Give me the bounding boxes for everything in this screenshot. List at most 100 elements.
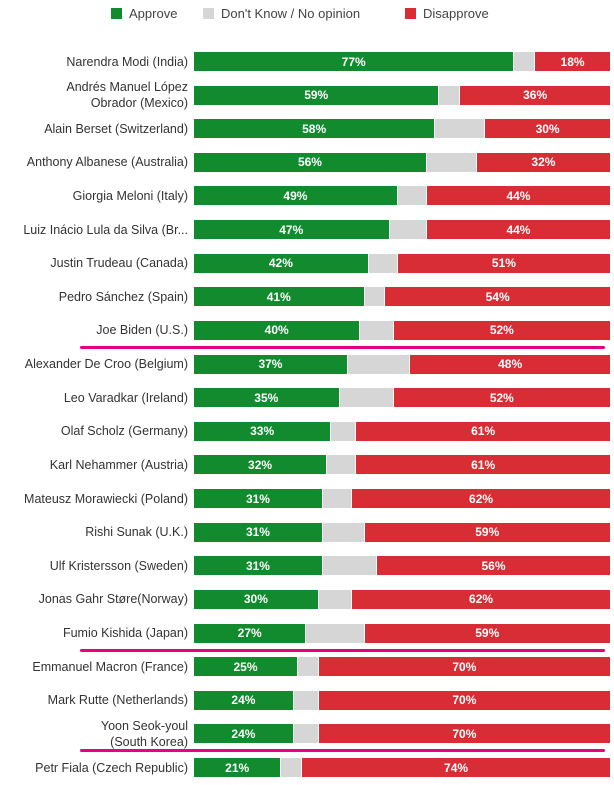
bar-track: 31% 62% bbox=[194, 489, 610, 509]
approve-bar: 32% bbox=[194, 455, 327, 475]
bar-track: 25% 70% bbox=[194, 657, 610, 677]
approve-value-label: 21% bbox=[225, 760, 250, 775]
disapprove-bar: 30% bbox=[485, 119, 610, 139]
chart-row: Olaf Scholz (Germany) 33% 61% bbox=[0, 414, 614, 448]
category-label: Ulf Kristersson (Sweden) bbox=[2, 549, 188, 583]
highlight-underline bbox=[80, 345, 605, 349]
no-opinion-bar bbox=[281, 758, 302, 778]
disapprove-value-label: 62% bbox=[469, 491, 494, 506]
disapprove-value-label: 44% bbox=[506, 188, 531, 203]
no-opinion-bar bbox=[331, 421, 356, 441]
bar-track: 58% 30% bbox=[194, 119, 610, 139]
chart-row: Fumio Kishida (Japan) 27% 59% bbox=[0, 616, 614, 650]
approve-value-label: 41% bbox=[266, 289, 291, 304]
no-opinion-bar bbox=[389, 220, 426, 240]
chart-row: Rishi Sunak (U.K.) 31% 59% bbox=[0, 515, 614, 549]
bar-track: 21% 74% bbox=[194, 758, 610, 778]
legend-approve: Approve bbox=[111, 5, 177, 21]
category-label: Luiz Inácio Lula da Silva (Br... bbox=[2, 213, 188, 247]
chart-row: Jonas Gahr Støre(Norway) 30% 62% bbox=[0, 582, 614, 616]
legend-disapprove-label: Disapprove bbox=[423, 5, 489, 21]
disapprove-bar: 70% bbox=[318, 724, 610, 744]
approve-value-label: 47% bbox=[279, 222, 304, 237]
category-label-line: Yoon Seok-youl bbox=[100, 718, 188, 733]
disapprove-value-label: 52% bbox=[489, 390, 514, 405]
disapprove-bar: 62% bbox=[352, 489, 610, 509]
category-label-line: Petr Fiala (Czech Republic) bbox=[35, 760, 188, 775]
chart-row: Yoon Seok-youl (South Korea) 24% 70% bbox=[0, 717, 614, 751]
approve-value-label: 49% bbox=[283, 188, 308, 203]
no-opinion-bar bbox=[514, 52, 535, 71]
no-opinion-bar bbox=[339, 388, 393, 408]
category-label: Joe Biden (U.S.) bbox=[2, 313, 188, 347]
legend-disapprove-swatch bbox=[405, 7, 416, 19]
chart-row: Anthony Albanese (Australia) 56% 32% bbox=[0, 145, 614, 179]
bar-track: 40% 52% bbox=[194, 320, 610, 340]
chart-row: Leo Varadkar (Ireland) 35% 52% bbox=[0, 381, 614, 415]
approve-bar: 33% bbox=[194, 421, 331, 441]
category-label-line: Rishi Sunak (U.K.) bbox=[85, 525, 188, 540]
category-label: Jonas Gahr Støre(Norway) bbox=[2, 582, 188, 616]
category-label: Rishi Sunak (U.K.) bbox=[2, 515, 188, 549]
chart-row: Alexander De Croo (Belgium) 37% 48% bbox=[0, 347, 614, 381]
category-label-line: Pedro Sánchez (Spain) bbox=[58, 289, 188, 304]
approve-value-label: 42% bbox=[268, 256, 293, 271]
bar-track: 42% 51% bbox=[194, 253, 610, 273]
bar-track: 59% 36% bbox=[194, 85, 610, 105]
category-label-line: Alexander De Croo (Belgium) bbox=[24, 357, 188, 372]
approve-bar: 77% bbox=[194, 52, 514, 71]
no-opinion-bar bbox=[426, 152, 476, 172]
disapprove-value-label: 32% bbox=[531, 155, 556, 170]
disapprove-bar: 18% bbox=[535, 52, 610, 71]
chart-row: Narendra Modi (India) 77% 18% bbox=[0, 45, 614, 79]
disapprove-bar: 62% bbox=[352, 589, 610, 609]
category-label: Alain Berset (Switzerland) bbox=[2, 112, 188, 146]
approve-value-label: 77% bbox=[341, 54, 366, 69]
no-opinion-bar bbox=[306, 623, 364, 643]
disapprove-value-label: 52% bbox=[489, 323, 514, 338]
approve-bar: 30% bbox=[194, 589, 318, 609]
category-label-line: Justin Trudeau (Canada) bbox=[50, 256, 188, 271]
category-label-line: Olaf Scholz (Germany) bbox=[60, 424, 188, 439]
disapprove-value-label: 44% bbox=[506, 222, 531, 237]
no-opinion-bar bbox=[347, 354, 410, 374]
bar-track: 35% 52% bbox=[194, 388, 610, 408]
approve-value-label: 40% bbox=[264, 323, 289, 338]
approve-value-label: 30% bbox=[243, 592, 268, 607]
disapprove-bar: 44% bbox=[426, 186, 610, 206]
category-label-line: (South Korea) bbox=[110, 734, 188, 749]
chart-row: Justin Trudeau (Canada) 42% 51% bbox=[0, 246, 614, 280]
category-label: Emmanuel Macron (France) bbox=[2, 650, 188, 684]
legend-approve-label: Approve bbox=[129, 5, 178, 21]
no-opinion-bar bbox=[293, 690, 318, 710]
category-label-line: Karl Nehammer (Austria) bbox=[49, 457, 188, 472]
bar-track: 24% 70% bbox=[194, 724, 610, 744]
chart-row: Emmanuel Macron (France) 25% 70% bbox=[0, 650, 614, 684]
disapprove-bar: 51% bbox=[397, 253, 610, 273]
bar-track: 77% 18% bbox=[194, 52, 610, 71]
disapprove-value-label: 70% bbox=[452, 693, 477, 708]
disapprove-value-label: 74% bbox=[444, 760, 469, 775]
chart-row: Karl Nehammer (Austria) 32% 61% bbox=[0, 448, 614, 482]
disapprove-value-label: 54% bbox=[485, 289, 510, 304]
category-label: Petr Fiala (Czech Republic) bbox=[2, 751, 188, 785]
disapprove-value-label: 61% bbox=[471, 457, 496, 472]
no-opinion-bar bbox=[298, 657, 318, 677]
category-label: Fumio Kishida (Japan) bbox=[2, 616, 188, 650]
category-label-line: Mateusz Morawiecki (Poland) bbox=[24, 491, 188, 506]
approve-bar: 41% bbox=[194, 287, 364, 307]
approve-value-label: 56% bbox=[297, 155, 322, 170]
chart-row: Joe Biden (U.S.) 40% 52% bbox=[0, 313, 614, 347]
approve-bar: 47% bbox=[194, 220, 389, 240]
category-label: Narendra Modi (India) bbox=[2, 45, 188, 79]
no-opinion-bar bbox=[439, 85, 460, 105]
category-label-line: Obrador (Mexico) bbox=[90, 96, 188, 111]
legend-approve-swatch bbox=[111, 7, 122, 19]
disapprove-bar: 54% bbox=[385, 287, 610, 307]
legend-no-opinion: Don't Know / No opinion bbox=[203, 5, 360, 21]
approve-value-label: 35% bbox=[254, 390, 279, 405]
approve-value-label: 31% bbox=[245, 491, 270, 506]
category-label-line: Narendra Modi (India) bbox=[66, 54, 188, 69]
approve-bar: 49% bbox=[194, 186, 397, 206]
